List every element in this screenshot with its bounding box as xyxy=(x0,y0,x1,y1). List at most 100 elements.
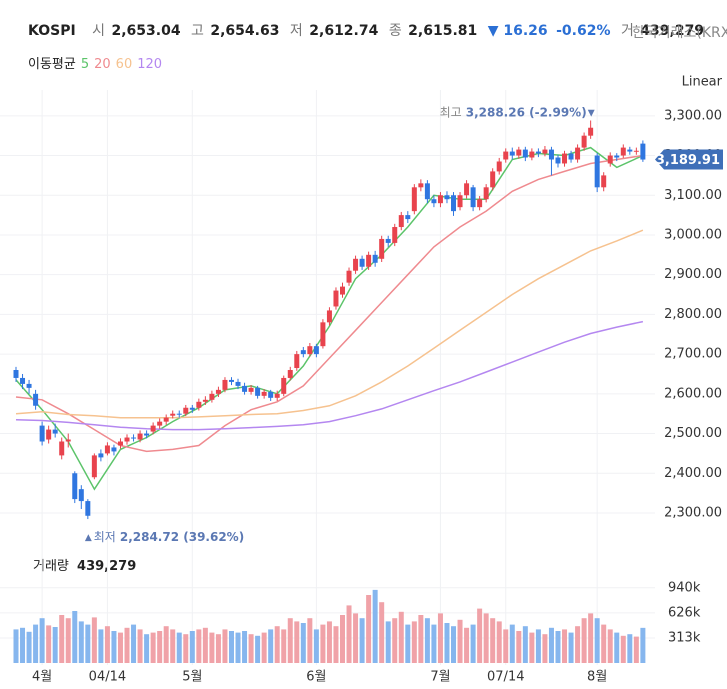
candle-body xyxy=(627,149,633,152)
volume-bar xyxy=(594,618,600,663)
candle-body xyxy=(13,370,19,378)
price-tag xyxy=(655,149,723,170)
volume-bar xyxy=(431,624,437,663)
ma-legend: 이동평균 5 20 60 120 xyxy=(28,57,162,72)
volume-bar xyxy=(215,634,221,663)
candle-body xyxy=(104,445,110,454)
volume-bar xyxy=(333,626,339,663)
volume-bar xyxy=(424,618,430,663)
low-value: 2,612.74 xyxy=(309,23,378,39)
candle-body xyxy=(372,254,378,263)
volume-bar xyxy=(137,629,143,663)
volume-bar xyxy=(444,623,450,663)
volume-bar xyxy=(287,618,293,663)
open-label: 시 xyxy=(92,23,105,39)
volume-bar xyxy=(46,625,52,663)
candle-body xyxy=(503,151,509,160)
low-annotation: ▲ 최저 2,284.72 (39.62%) xyxy=(85,530,244,544)
volume-bar xyxy=(65,618,71,663)
volume-bar xyxy=(91,617,97,663)
candle-body xyxy=(424,183,430,200)
candle-body xyxy=(72,473,78,500)
candle-body xyxy=(522,149,528,158)
volume-bar xyxy=(144,634,150,663)
volume-label: 거래량 xyxy=(33,559,69,574)
candle-body xyxy=(137,433,143,440)
volume-bar xyxy=(163,626,169,663)
candle-body xyxy=(509,151,515,156)
candle-body xyxy=(575,147,581,160)
volume-bar xyxy=(13,629,19,663)
candle-body xyxy=(281,377,287,394)
volume-bar xyxy=(176,632,182,663)
candle-body xyxy=(242,385,248,392)
volume-bar xyxy=(398,611,404,663)
volume-bar xyxy=(588,613,594,663)
candle-body xyxy=(437,195,443,204)
candle-body xyxy=(490,171,496,188)
candle-body xyxy=(548,149,554,160)
volume-bar xyxy=(222,629,228,663)
volume-bar xyxy=(503,629,509,663)
candle-body xyxy=(594,155,600,188)
candle-body xyxy=(326,310,332,323)
candle-body xyxy=(78,489,84,502)
ma-legend-item: 60 xyxy=(116,57,133,72)
candle-body xyxy=(163,417,169,422)
candle-body xyxy=(411,187,417,212)
volume-bar xyxy=(98,629,104,663)
candle-body xyxy=(248,387,254,392)
candle-body xyxy=(633,150,639,152)
x-tick-label: 4월 xyxy=(32,670,52,685)
volume-bar xyxy=(85,624,91,663)
low-value: 2,284.72 (39.62%) xyxy=(120,530,244,544)
candle-body xyxy=(320,322,326,347)
candle-body xyxy=(222,379,228,390)
candle-body xyxy=(431,199,437,204)
candle-body xyxy=(451,195,457,212)
volume-bar xyxy=(457,619,463,663)
low-marker: ▲ xyxy=(85,533,92,543)
volume-bar xyxy=(607,629,613,663)
volume-bar xyxy=(620,635,626,663)
volume-bar xyxy=(366,595,372,663)
volume-bar xyxy=(437,613,443,663)
high-annotation: 최고 3,288.26 (-2.99%)▼ xyxy=(440,105,595,119)
volume-bar xyxy=(33,624,39,663)
candle-body xyxy=(131,437,137,439)
volume-bar xyxy=(261,632,267,663)
volume-bar xyxy=(614,632,620,663)
high-marker: ▼ xyxy=(588,108,595,118)
candle-body xyxy=(405,215,411,220)
candle-body xyxy=(150,425,156,432)
candle-body xyxy=(117,441,123,446)
volume-bar xyxy=(601,624,607,663)
volume-bar xyxy=(627,634,633,663)
candle-body xyxy=(307,346,313,355)
volume-bar xyxy=(157,631,163,663)
volume-bar xyxy=(496,621,502,663)
y-tick-label: 2,500.00 xyxy=(664,426,722,441)
volume-bar xyxy=(326,621,332,663)
candle-body xyxy=(65,439,71,442)
volume-bar xyxy=(385,621,391,663)
candle-body xyxy=(26,383,32,388)
volume-bar xyxy=(575,626,581,663)
candle-body xyxy=(379,238,385,259)
volume-bar xyxy=(313,629,319,663)
volume-bar xyxy=(535,629,541,663)
high-label: 고 xyxy=(191,23,204,39)
candle-body xyxy=(555,157,561,164)
candle-body xyxy=(111,447,117,452)
candle-body xyxy=(91,455,97,478)
volume-bar xyxy=(411,621,417,663)
candle-body xyxy=(470,187,476,208)
candle-body xyxy=(33,393,39,406)
volume-bar xyxy=(111,631,117,663)
volume-bar xyxy=(274,626,280,663)
candle-body xyxy=(39,425,45,442)
y-tick-label: 3,000.00 xyxy=(664,227,722,242)
volume-bar xyxy=(359,618,365,663)
candle-body xyxy=(46,429,52,440)
candle-body xyxy=(496,161,502,172)
